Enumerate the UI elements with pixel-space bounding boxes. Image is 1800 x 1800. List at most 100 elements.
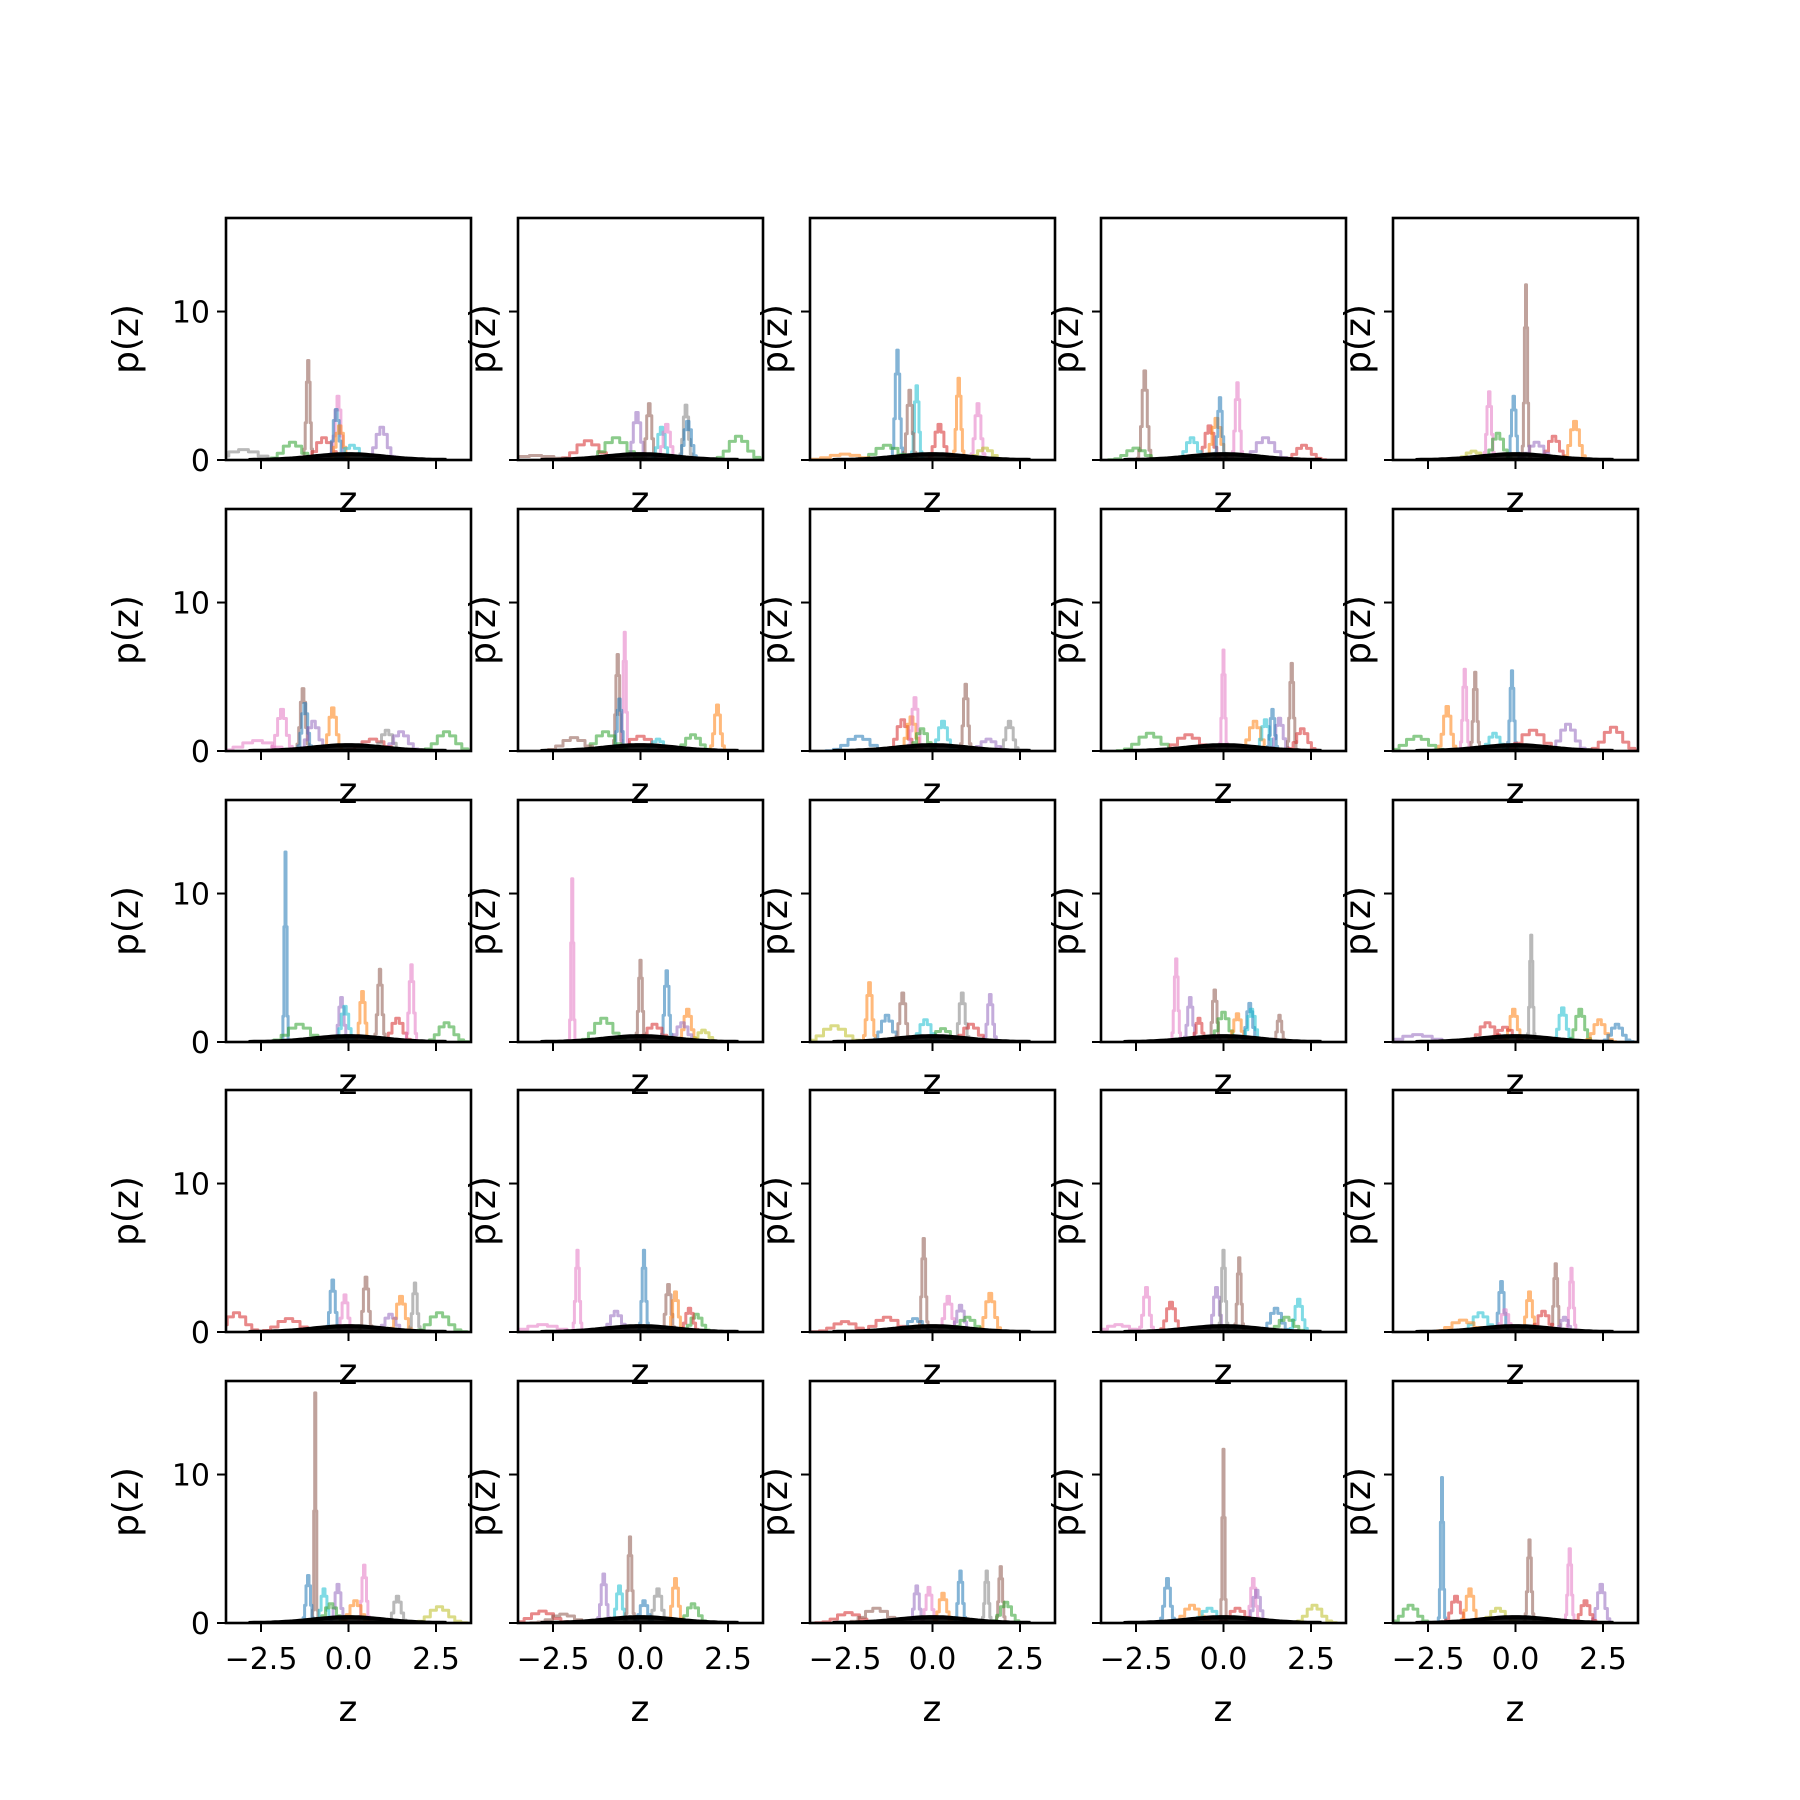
y-axis-label: p(z) — [106, 304, 147, 374]
x-axis-label: z — [1506, 1062, 1525, 1103]
histogram-series-6 — [371, 967, 389, 1042]
x-axis-label: z — [631, 1352, 650, 1393]
y-tick-label: 10 — [172, 1168, 210, 1203]
x-axis-label: z — [631, 771, 650, 812]
y-axis-label: p(z) — [1046, 1467, 1087, 1537]
histogram-series-1 — [1157, 1577, 1178, 1623]
panel-r1-c3: z p(z) — [755, 216, 1057, 521]
panel-r4-c5: z p(z) — [1338, 1088, 1640, 1393]
panel-r5-c2: −2.5 0.0 2.5 z p(z) — [463, 1379, 765, 1730]
panel-r4-c2: z p(z) — [463, 1088, 765, 1393]
y-axis-label: p(z) — [463, 304, 504, 374]
x-tick-label: 0.0 — [325, 1642, 373, 1677]
y-axis-label: p(z) — [1338, 886, 1379, 956]
histogram-series-1 — [570, 1248, 585, 1332]
y-axis-label: p(z) — [1046, 1176, 1087, 1246]
y-axis-label: p(z) — [1338, 595, 1379, 665]
histogram-series-4 — [1468, 670, 1483, 751]
x-tick-label: 2.5 — [996, 1642, 1044, 1677]
histogram-series-8 — [1584, 725, 1638, 751]
panels-group: z 0 10 p(z) z p(z) z p(z) z p(z) z p(z) z 0 10 p(z) z p(z… — [106, 216, 1640, 1730]
y-axis-label: p(z) — [755, 595, 796, 665]
y-tick-label: 10 — [172, 878, 210, 913]
x-tick-label: 2.5 — [704, 1642, 752, 1677]
histogram-series-1 — [1136, 1286, 1157, 1332]
histogram-series-2 — [637, 1248, 651, 1332]
x-axis-label: z — [631, 480, 650, 521]
panel-r4-c4: z p(z) — [1046, 1088, 1348, 1393]
panel-r1-c5: z p(z) — [1338, 216, 1640, 521]
x-tick-label: 0.0 — [1492, 1642, 1540, 1677]
y-axis-label: p(z) — [755, 304, 796, 374]
x-axis-label: z — [923, 1062, 942, 1103]
histogram-series-7 — [1286, 1297, 1312, 1332]
y-tick-label: 0 — [191, 1607, 210, 1642]
y-axis-label: p(z) — [755, 1176, 796, 1246]
x-axis-label: z — [339, 1689, 358, 1730]
x-tick-label: −2.5 — [1392, 1642, 1465, 1677]
y-axis-label: p(z) — [463, 886, 504, 956]
panel-r1-c2: z p(z) — [463, 216, 765, 521]
y-axis-label: p(z) — [1046, 886, 1087, 956]
histogram-series-7 — [707, 703, 728, 751]
histogram-series-6 — [1229, 381, 1246, 460]
x-tick-label: 0.0 — [1200, 1642, 1248, 1677]
histogram-series-5 — [623, 1535, 637, 1623]
panel-r2-c3: z p(z) — [755, 507, 1057, 812]
panel-r3-c2: z p(z) — [463, 798, 765, 1103]
histogram-series-3 — [1457, 667, 1472, 751]
histogram-series-6 — [1522, 1538, 1537, 1623]
histogram-series-5 — [1232, 1256, 1247, 1332]
histogram-series-2 — [1481, 390, 1498, 460]
histogram-series-5 — [967, 402, 989, 460]
x-axis-label: z — [1506, 1689, 1525, 1730]
histogram-series-3 — [633, 958, 648, 1042]
y-tick-label: 0 — [191, 1316, 210, 1351]
y-axis-label: p(z) — [1338, 1176, 1379, 1246]
panel-r5-c4: −2.5 0.0 2.5 z p(z) — [1046, 1379, 1348, 1730]
y-axis-label: p(z) — [755, 1467, 796, 1537]
y-axis-label: p(z) — [106, 1176, 147, 1246]
y-tick-label: 0 — [191, 444, 210, 479]
x-axis-label: z — [339, 1062, 358, 1103]
x-axis-label: z — [923, 1689, 942, 1730]
x-axis-label: z — [923, 480, 942, 521]
histogram-series-7 — [979, 1569, 994, 1623]
x-tick-label: 0.0 — [909, 1642, 957, 1677]
y-axis-label: p(z) — [755, 886, 796, 956]
x-axis-label: z — [1214, 1062, 1233, 1103]
histogram-series-7 — [1562, 1547, 1577, 1623]
x-axis-label: z — [1214, 480, 1233, 521]
panel-r2-c2: z p(z) — [463, 507, 765, 812]
histogram-series-3 — [1217, 648, 1230, 751]
x-axis-label: z — [1214, 771, 1233, 812]
x-tick-label: 2.5 — [1579, 1642, 1627, 1677]
y-tick-label: 10 — [172, 587, 210, 622]
x-tick-label: −2.5 — [225, 1642, 298, 1677]
histogram-series-2 — [301, 359, 316, 460]
x-axis-label: z — [923, 1352, 942, 1393]
x-axis-label: z — [1506, 480, 1525, 521]
x-axis-label: z — [1506, 1352, 1525, 1393]
panel-r5-c3: −2.5 0.0 2.5 z p(z) — [755, 1379, 1057, 1730]
panel-r4-c1: z 0 10 p(z) — [106, 1088, 473, 1393]
panel-r2-c1: z 0 10 p(z) — [106, 507, 473, 812]
panel-r2-c4: z p(z) — [1046, 507, 1348, 812]
histogram-series-1 — [1169, 957, 1184, 1042]
histogram-series-8 — [403, 963, 420, 1042]
histogram-series-7 — [406, 1281, 424, 1332]
x-tick-label: −2.5 — [1100, 1642, 1173, 1677]
y-axis-label: p(z) — [106, 886, 147, 956]
x-tick-label: −2.5 — [517, 1642, 590, 1677]
panel-r4-c3: z p(z) — [755, 1088, 1057, 1393]
plot-area — [1393, 1476, 1614, 1623]
y-axis-label: p(z) — [463, 1176, 504, 1246]
histogram-series-2 — [908, 384, 925, 460]
x-tick-label: 2.5 — [1287, 1642, 1335, 1677]
y-axis-label: p(z) — [106, 595, 147, 665]
x-tick-label: 2.5 — [412, 1642, 460, 1677]
panel-r3-c4: z p(z) — [1046, 798, 1348, 1103]
panel-r2-c5: z p(z) — [1338, 507, 1640, 812]
y-tick-label: 0 — [191, 1026, 210, 1061]
